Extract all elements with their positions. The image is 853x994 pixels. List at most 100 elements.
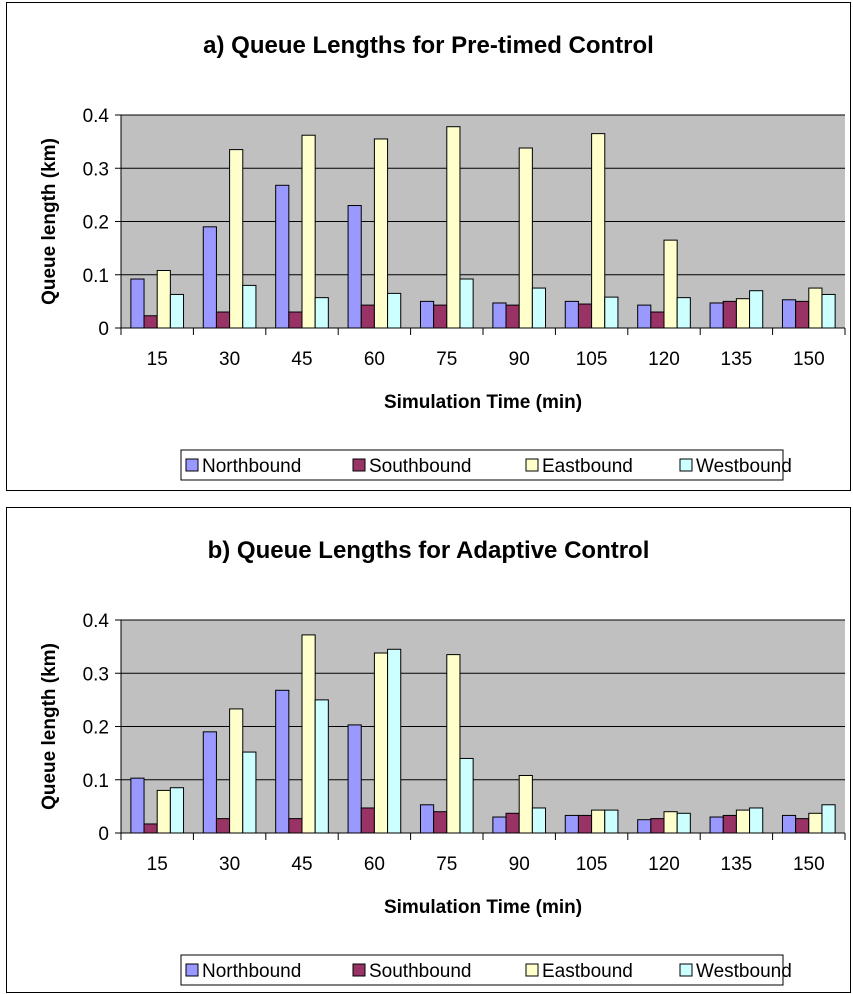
bar-westbound-45 [314, 297, 329, 329]
bar-eastbound-60 [373, 652, 389, 834]
bar-eastbound-90 [518, 147, 533, 329]
x-tick-label: 120 [648, 854, 680, 875]
bar-westbound-30 [242, 751, 257, 834]
bar-southbound-75 [433, 811, 448, 834]
bar-eastbound-15 [156, 789, 171, 834]
bar-northbound-150 [781, 299, 797, 329]
legend-label-northbound: Northbound [202, 456, 301, 477]
x-tick-label: 105 [576, 349, 608, 370]
y-tick-label: 0.4 [83, 106, 110, 127]
bar-eastbound-45 [301, 634, 316, 834]
x-tick-label: 75 [436, 349, 457, 370]
bar-southbound-120 [650, 311, 665, 329]
y-tick-label: 0.2 [83, 718, 109, 739]
chart-svg-pretimed: a) Queue Lengths for Pre-timed Control 0 0… [39, 32, 846, 481]
bar-westbound-75 [459, 278, 474, 329]
x-tick-label: 60 [364, 854, 385, 875]
bar-eastbound-135 [735, 298, 751, 329]
x-tick-label: 60 [364, 349, 385, 370]
y-tick-label: 0 [98, 319, 109, 340]
bar-northbound-105 [564, 300, 579, 329]
legend-swatch-eastbound [525, 458, 539, 472]
bar-northbound-60 [347, 724, 362, 834]
bar-eastbound-120 [663, 811, 678, 834]
bar-westbound-30 [242, 284, 257, 329]
bar-northbound-60 [347, 205, 362, 329]
bar-westbound-150 [821, 293, 836, 329]
bar-westbound-60 [387, 292, 402, 329]
bar-northbound-45 [275, 184, 290, 329]
bar-northbound-90 [492, 302, 507, 329]
legend-label-westbound: Westbound [696, 456, 792, 477]
legend-label-northbound: Northbound [202, 961, 301, 982]
y-tick-label: 0.3 [83, 664, 109, 685]
bar-westbound-75 [459, 757, 474, 834]
chart-svg-adaptive: b) Queue Lengths for Adaptive Control 0 0.… [39, 537, 846, 986]
bar-eastbound-105 [591, 809, 606, 834]
y-tick-label: 0.1 [83, 771, 109, 792]
bar-eastbound-30 [229, 708, 244, 834]
bar-westbound-45 [314, 699, 329, 834]
bar-northbound-105 [564, 814, 579, 834]
bar-eastbound-105 [591, 133, 606, 329]
chart-panel-adaptive: b) Queue Lengths for Adaptive Control 0 0.… [6, 507, 851, 993]
bar-northbound-120 [637, 819, 652, 834]
bar-eastbound-75 [446, 126, 461, 329]
bar-southbound-150 [795, 300, 810, 329]
x-tick-label: 150 [793, 854, 825, 875]
bar-northbound-75 [419, 804, 435, 834]
bar-eastbound-120 [663, 239, 678, 329]
bar-westbound-15 [169, 293, 185, 329]
bar-eastbound-30 [229, 149, 244, 329]
bar-westbound-90 [531, 807, 547, 834]
bar-southbound-105 [577, 814, 593, 834]
legend-swatch-northbound [185, 458, 199, 472]
bar-southbound-135 [722, 300, 737, 329]
legend-label-southbound: Southbound [369, 961, 472, 982]
bar-southbound-90 [505, 304, 520, 329]
x-tick-label: 45 [291, 854, 312, 875]
x-tick-label: 150 [793, 349, 825, 370]
bar-northbound-45 [275, 689, 290, 834]
y-axis-title: Queue length (km) [39, 643, 60, 810]
chart-title: a) Queue Lengths for Pre-timed Control [203, 32, 654, 59]
x-tick-label: 30 [219, 349, 240, 370]
bar-northbound-30 [202, 731, 217, 834]
bar-westbound-15 [169, 787, 185, 834]
bar-westbound-105 [604, 809, 619, 834]
bar-westbound-150 [821, 804, 836, 834]
y-tick-label: 0.3 [83, 159, 109, 180]
bar-southbound-150 [795, 818, 810, 834]
bar-northbound-150 [781, 814, 797, 834]
legend-label-eastbound: Eastbound [542, 456, 633, 477]
x-tick-label: 90 [509, 854, 530, 875]
bar-southbound-120 [650, 818, 665, 834]
bar-eastbound-60 [373, 138, 389, 329]
bar-westbound-105 [604, 296, 619, 329]
legend-swatch-southbound [352, 458, 366, 472]
bar-southbound-60 [360, 807, 375, 834]
chart-title: b) Queue Lengths for Adaptive Control [208, 537, 650, 564]
bar-southbound-105 [577, 303, 593, 329]
legend-label-westbound: Westbound [696, 961, 792, 982]
bar-southbound-90 [505, 812, 520, 834]
x-tick-label: 135 [721, 854, 753, 875]
x-tick-label: 120 [648, 349, 680, 370]
bar-northbound-90 [492, 816, 507, 834]
bar-southbound-15 [143, 823, 158, 834]
bar-westbound-60 [387, 648, 402, 834]
x-tick-label: 90 [509, 349, 530, 370]
bar-eastbound-90 [518, 774, 533, 834]
x-tick-label: 45 [291, 349, 312, 370]
y-tick-label: 0.1 [83, 266, 109, 287]
bar-westbound-90 [531, 287, 547, 329]
bar-southbound-30 [215, 311, 231, 329]
bar-southbound-135 [722, 814, 737, 834]
bar-northbound-120 [637, 304, 652, 329]
bar-eastbound-150 [808, 812, 823, 834]
x-tick-label: 105 [576, 854, 608, 875]
legend-swatch-westbound [679, 458, 693, 472]
bar-northbound-30 [202, 226, 217, 329]
x-axis-title: Simulation Time (min) [384, 392, 582, 413]
bar-southbound-45 [288, 818, 303, 834]
